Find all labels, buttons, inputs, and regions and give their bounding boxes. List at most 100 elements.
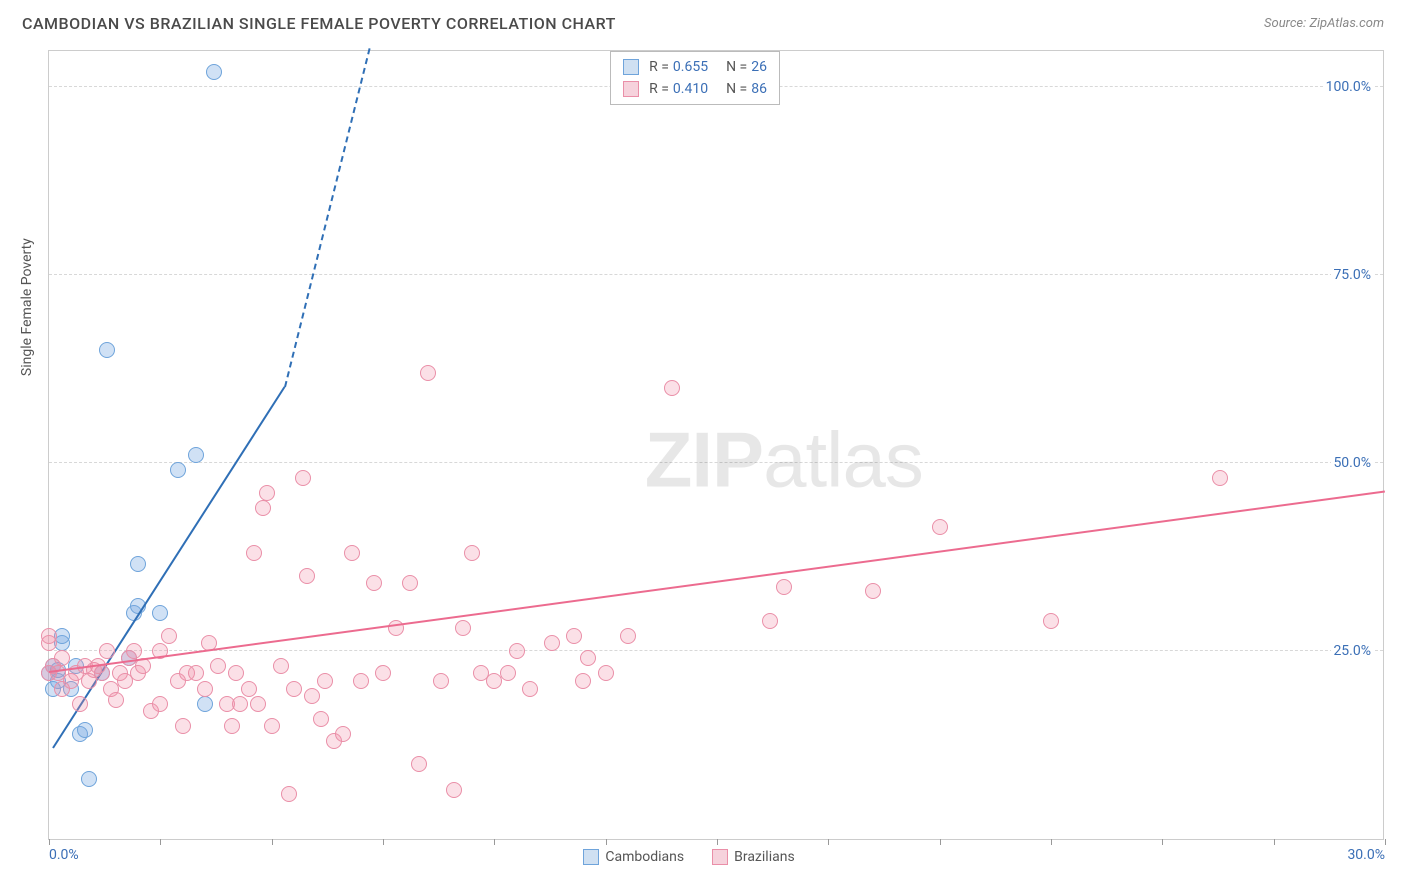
scatter-point-cambodians: [152, 605, 168, 621]
scatter-point-brazilians: [54, 650, 70, 666]
scatter-point-brazilians: [464, 545, 480, 561]
source-attribution: Source: ZipAtlas.com: [1264, 16, 1384, 31]
scatter-point-brazilians: [522, 681, 538, 697]
scatter-point-brazilians: [575, 673, 591, 689]
stats-legend-row-cambodians: R = 0.655 N = 26: [623, 56, 767, 78]
stat-r-value: 0.655: [673, 56, 708, 78]
watermark: ZIPatlas: [645, 414, 923, 505]
x-tick-mark: [940, 839, 941, 845]
scatter-point-brazilians: [161, 628, 177, 644]
scatter-point-brazilians: [72, 696, 88, 712]
series-label: Brazilians: [734, 849, 795, 865]
scatter-point-brazilians: [197, 681, 213, 697]
scatter-point-brazilians: [446, 782, 462, 798]
chart-area: Single Female Poverty 25.0%50.0%75.0%100…: [48, 50, 1384, 840]
stat-r-label: R =: [649, 78, 669, 100]
stat-r-value: 0.410: [673, 78, 708, 100]
scatter-point-brazilians: [335, 726, 351, 742]
y-axis-label: Single Female Poverty: [19, 238, 35, 376]
scatter-point-brazilians: [375, 665, 391, 681]
scatter-point-brazilians: [41, 628, 57, 644]
scatter-point-brazilians: [932, 519, 948, 535]
chart-title: CAMBODIAN VS BRAZILIAN SINGLE FEMALE POV…: [22, 14, 616, 33]
scatter-point-brazilians: [304, 688, 320, 704]
stats-legend: R = 0.655 N = 26R = 0.410N = 86: [610, 51, 780, 105]
y-tick-label: 75.0%: [1331, 267, 1373, 283]
x-tick-mark: [606, 839, 607, 845]
scatter-point-brazilians: [232, 696, 248, 712]
scatter-point-brazilians: [228, 665, 244, 681]
scatter-point-brazilians: [544, 635, 560, 651]
scatter-point-brazilians: [620, 628, 636, 644]
scatter-point-brazilians: [299, 568, 315, 584]
x-tick-mark: [272, 839, 273, 845]
scatter-point-brazilians: [1212, 470, 1228, 486]
stat-n-value: 86: [751, 78, 767, 100]
scatter-point-brazilians: [255, 500, 271, 516]
scatter-point-brazilians: [420, 365, 436, 381]
scatter-point-brazilians: [664, 380, 680, 396]
scatter-point-brazilians: [250, 696, 266, 712]
scatter-point-brazilians: [295, 470, 311, 486]
x-tick-mark: [828, 839, 829, 845]
grid-line: [49, 274, 1383, 275]
grid-line: [49, 462, 1383, 463]
scatter-point-brazilians: [313, 711, 329, 727]
trend-line: [49, 491, 1385, 674]
stat-n-label: N =: [726, 56, 747, 78]
legend-swatch: [712, 849, 728, 865]
scatter-point-cambodians: [77, 722, 93, 738]
scatter-point-cambodians: [99, 342, 115, 358]
scatter-point-cambodians: [130, 556, 146, 572]
scatter-point-brazilians: [317, 673, 333, 689]
stat-r-label: R =: [649, 56, 669, 78]
y-tick-label: 100.0%: [1324, 79, 1373, 95]
scatter-point-brazilians: [264, 718, 280, 734]
scatter-point-brazilians: [509, 643, 525, 659]
scatter-point-brazilians: [366, 575, 382, 591]
series-label: Cambodians: [605, 849, 684, 865]
scatter-point-brazilians: [500, 665, 516, 681]
series-legend: Cambodians Brazilians: [583, 849, 794, 865]
x-tick-mark: [160, 839, 161, 845]
scatter-point-brazilians: [108, 692, 124, 708]
x-tick-mark: [49, 839, 50, 845]
scatter-point-brazilians: [99, 643, 115, 659]
scatter-point-cambodians: [188, 447, 204, 463]
x-tick-mark: [494, 839, 495, 845]
scatter-point-brazilians: [776, 579, 792, 595]
legend-swatch: [623, 59, 639, 75]
scatter-point-cambodians: [197, 696, 213, 712]
scatter-point-brazilians: [175, 718, 191, 734]
trend-line: [284, 48, 371, 387]
scatter-point-brazilians: [402, 575, 418, 591]
y-tick-label: 50.0%: [1331, 455, 1373, 471]
scatter-point-brazilians: [188, 665, 204, 681]
scatter-point-cambodians: [170, 462, 186, 478]
scatter-point-brazilians: [94, 665, 110, 681]
series-legend-item-cambodians: Cambodians: [583, 849, 684, 865]
legend-swatch: [583, 849, 599, 865]
x-tick-mark: [717, 839, 718, 845]
scatter-point-brazilians: [353, 673, 369, 689]
scatter-point-brazilians: [210, 658, 226, 674]
x-tick-label: 30.0%: [1347, 847, 1385, 863]
plot-area: 25.0%50.0%75.0%100.0%0.0%30.0%ZIPatlasR …: [49, 51, 1383, 839]
scatter-point-brazilians: [566, 628, 582, 644]
x-tick-mark: [1162, 839, 1163, 845]
scatter-point-cambodians: [206, 64, 222, 80]
scatter-point-brazilians: [433, 673, 449, 689]
stat-n-value: 26: [751, 56, 767, 78]
x-tick-mark: [1385, 839, 1386, 845]
scatter-point-brazilians: [152, 696, 168, 712]
scatter-point-brazilians: [598, 665, 614, 681]
scatter-point-brazilians: [865, 583, 881, 599]
scatter-point-brazilians: [286, 681, 302, 697]
scatter-point-brazilians: [580, 650, 596, 666]
scatter-point-brazilians: [224, 718, 240, 734]
stats-legend-row-brazilians: R = 0.410N = 86: [623, 78, 767, 100]
scatter-point-brazilians: [455, 620, 471, 636]
scatter-point-brazilians: [1043, 613, 1059, 629]
scatter-point-brazilians: [411, 756, 427, 772]
scatter-point-brazilians: [246, 545, 262, 561]
